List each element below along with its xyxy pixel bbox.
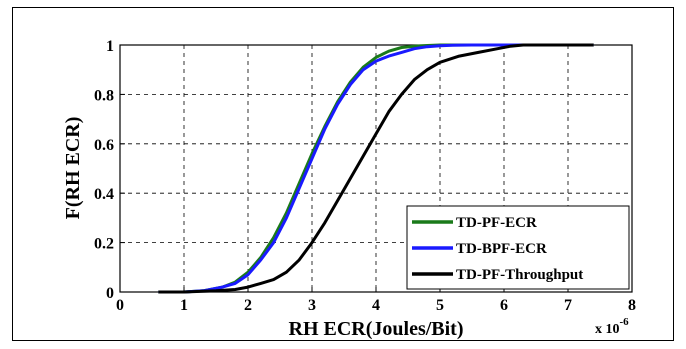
- cdf-chart: 0 1 2 3 4 5 6 7 8 0 0.2 0.4 0.6 0.8 1 RH ECR(Joules/Bi…: [62, 38, 636, 340]
- series-lines: [158, 43, 594, 294]
- x-multiplier: x 10-6: [595, 316, 629, 337]
- x-tick-label: 3: [308, 297, 316, 314]
- y-tick-label: 0.2: [94, 236, 114, 253]
- x-tick-label: 6: [500, 297, 508, 314]
- legend-label: TD-BPF-ECR: [456, 241, 547, 257]
- y-tick-label: 0.8: [94, 87, 114, 104]
- legend-label: TD-PF-Throughput: [456, 267, 583, 283]
- x-tick-label: 4: [372, 297, 380, 314]
- grid: [120, 45, 632, 292]
- x-tick-label: 2: [244, 297, 252, 314]
- x-tick-label: 0: [116, 297, 124, 314]
- x-tick-label: 5: [436, 297, 444, 314]
- axis-ticks: 0 1 2 3 4 5 6 7 8 0 0.2 0.4 0.6 0.8 1: [94, 38, 636, 314]
- x-tick-label: 8: [628, 297, 636, 314]
- y-tick-label: 0.4: [94, 186, 114, 203]
- x-axis-label: RH ECR(Joules/Bit): [289, 318, 464, 340]
- x-tick-label: 7: [564, 297, 572, 314]
- y-tick-label: 1: [106, 38, 114, 55]
- series-line-3: [158, 43, 594, 294]
- x-tick-label: 1: [180, 297, 188, 314]
- chart-figure: 0 1 2 3 4 5 6 7 8 0 0.2 0.4 0.6 0.8 1 RH ECR(Joules/Bi…: [12, 7, 674, 341]
- y-axis-label: F(RH ECR): [62, 117, 84, 220]
- series-line-2: [158, 43, 594, 294]
- x-multiplier-base: x 10: [595, 322, 620, 337]
- x-multiplier-exponent: -6: [620, 316, 630, 328]
- legend-label: TD-PF-ECR: [456, 215, 537, 231]
- y-tick-label: 0.6: [94, 137, 114, 154]
- legend: TD-PF-ECR TD-BPF-ECR TD-PF-Throughput: [406, 205, 630, 290]
- y-tick-label: 0: [106, 285, 114, 302]
